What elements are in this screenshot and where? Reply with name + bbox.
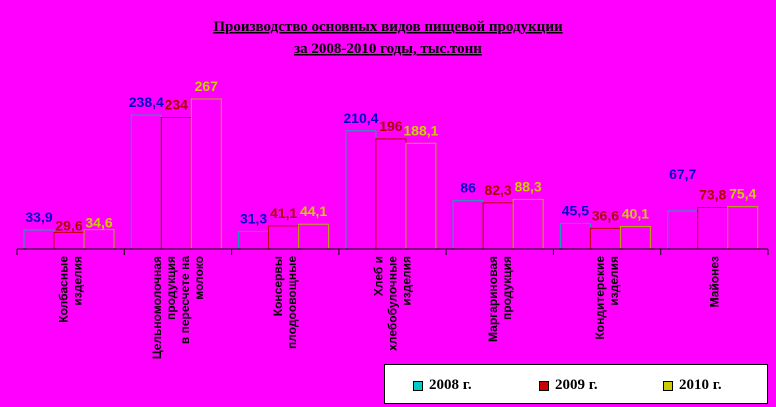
data-label-2-2008: 238,4: [129, 94, 164, 110]
bar-5-2008: [452, 200, 484, 250]
bar-7-2009: [697, 207, 729, 250]
chart-title-line-2: за 2008-2010 годы, тыс.тонн: [294, 41, 482, 57]
legend-item-2008: 2008 г.: [413, 377, 472, 394]
bar-5-2010: [512, 198, 544, 250]
legend: 2008 г. 2009 г. 2010 г.: [384, 364, 768, 404]
bar-3-2009: [268, 225, 300, 250]
bar-2-2008: [130, 114, 162, 250]
legend-label-2010: 2010 г.: [679, 377, 722, 393]
bar-3-2008: [238, 230, 270, 250]
data-label-5-2009: 82,3: [484, 182, 511, 198]
data-label-2-2009: 234: [165, 97, 189, 113]
data-label-1-2008: 33,9: [25, 209, 52, 225]
category-label-2-line-1: Цельномолочная: [150, 256, 164, 359]
bar-4-2010: [405, 142, 437, 250]
category-label-7-line-1: Майонез: [707, 256, 721, 307]
category-label-6-line-1: Кондитерские: [593, 256, 607, 340]
bar-7-2010: [727, 206, 759, 250]
bar-1-2009: [53, 231, 85, 250]
category-label-5-line-2: продукция: [500, 256, 514, 320]
category-label-6: Кондитерские изделия: [593, 256, 621, 340]
data-label-7-2008: 67,7: [669, 166, 696, 182]
bar-6-2010: [619, 226, 651, 250]
chart-title: Производство основных видов пищевой прод…: [213, 19, 563, 57]
category-label-5-line-1: Маргариновая: [486, 256, 500, 342]
bar-5-2009: [482, 202, 514, 250]
bar-2-2010: [190, 98, 222, 250]
category-label-4-line-2: хлебобулочные: [386, 256, 400, 351]
bar-group: [23, 98, 759, 250]
category-label-6-line-2: изделия: [607, 256, 621, 306]
data-label-5-2008: 86: [460, 180, 476, 196]
category-label-1: Колбасные изделия: [57, 256, 85, 323]
data-label-5-2010: 88,3: [514, 178, 541, 194]
data-label-1-2010: 34,6: [85, 215, 112, 231]
bar-1-2010: [83, 229, 115, 250]
data-label-4-2008: 210,4: [343, 110, 378, 126]
legend-item-2009: 2009 г.: [539, 377, 598, 394]
chart-title-line-1: Производство основных видов пищевой прод…: [213, 19, 563, 35]
legend-swatch-2009: [539, 380, 549, 391]
legend-swatch-2010: [663, 380, 673, 391]
bar-1-2008: [23, 229, 55, 250]
category-label-group: Колбасные изделия Цельномолочная продукция в…: [57, 256, 722, 359]
legend-item-2010: 2010 г.: [663, 377, 722, 394]
data-label-6-2010: 40,1: [622, 206, 649, 222]
data-label-1-2009: 29,6: [55, 217, 82, 233]
category-label-2: Цельномолочная продукция в пересчете на мол…: [150, 256, 206, 359]
category-label-3: Консервы плодоовощные: [271, 256, 299, 349]
category-label-2-line-3: в пересчете на: [178, 256, 192, 344]
data-label-6-2009: 36,6: [592, 207, 619, 223]
category-label-1-line-2: изделия: [71, 256, 85, 306]
data-label-3-2010: 44,1: [300, 203, 327, 219]
data-label-7-2009: 73,8: [699, 187, 726, 203]
bar-7-2008: [667, 210, 699, 250]
legend-label-2009: 2009 г.: [555, 377, 598, 393]
category-label-2-line-4: молоко: [192, 256, 206, 300]
bar-4-2008: [345, 130, 377, 250]
bar-6-2008: [559, 222, 591, 250]
legend-label-2008: 2008 г.: [429, 377, 472, 393]
category-label-3-line-1: Консервы: [271, 256, 285, 316]
data-label-6-2008: 45,5: [562, 202, 589, 218]
category-label-2-line-2: продукция: [164, 256, 178, 320]
data-label-7-2010: 75,4: [729, 186, 756, 202]
category-label-4-line-1: Хлеб и: [372, 256, 386, 296]
data-label-group: 33,929,6 34,6 238,4 234 267 31,3 41,1 44,1 210,4…: [25, 78, 756, 233]
bar-3-2010: [298, 223, 330, 250]
category-label-4: Хлеб и хлебобулочные изделия: [372, 256, 414, 351]
category-label-3-line-2: плодоовощные: [285, 256, 299, 349]
category-label-4-line-3: изделия: [400, 256, 414, 306]
x-axis: [16, 248, 769, 255]
bar-6-2009: [589, 227, 621, 250]
category-label-5: Маргариновая продукция: [486, 256, 514, 342]
data-label-3-2009: 41,1: [270, 205, 297, 221]
data-label-3-2008: 31,3: [240, 210, 267, 226]
bar-4-2009: [375, 138, 407, 250]
category-label-1-line-1: Колбасные: [57, 256, 71, 323]
data-label-2-2010: 267: [195, 78, 219, 94]
category-label-7: Майонез: [707, 256, 721, 307]
bar-2-2009: [160, 117, 192, 250]
data-label-4-2009: 196: [379, 118, 403, 134]
data-label-4-2010: 188,1: [403, 122, 438, 138]
legend-swatch-2008: [413, 380, 423, 391]
